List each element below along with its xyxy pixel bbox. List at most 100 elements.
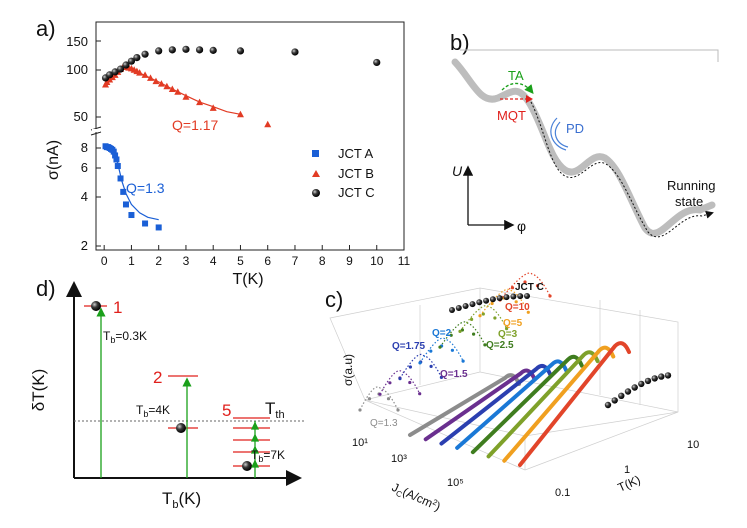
x-tick-label: 10 [370,254,384,268]
back-point [483,343,487,347]
data-point [116,65,125,73]
x-tick-label: 7 [292,254,299,268]
phi-axis-label: φ [517,218,526,234]
back-point [386,397,391,401]
x-tick-label: 1 [128,254,135,268]
x-tick-label: 10 [687,439,699,451]
data-point [195,46,204,54]
back-point [358,408,362,412]
data-point [168,85,176,92]
fit-label-a: Q=1.3 [126,180,165,196]
x-tick-label: 4 [210,254,217,268]
jctc-point [489,296,496,303]
x-axis-label: T(K) [232,271,263,288]
data-point [209,46,217,54]
back-point [449,333,453,337]
front-curve [423,368,537,442]
pd-label: PD [566,121,584,136]
jctc-point [510,293,517,300]
potential-curve [451,58,716,237]
front-curve [470,354,584,455]
back-point [478,314,482,318]
data-point [128,212,135,219]
y-tick-label: 50 [74,109,88,124]
legend-label-c: JCT C [338,185,375,200]
back-point [398,377,402,381]
back-point [429,349,433,353]
jump-count-1: 1 [113,298,122,317]
data-point [117,175,124,182]
front-curve [439,363,553,446]
jctc-point [618,392,625,399]
jctc-point [524,293,530,299]
legend: JCT A JCT B JCT C [312,146,375,200]
jctc-point [503,294,510,301]
plot-area [101,45,381,231]
back-point [535,284,540,288]
back-point [408,365,412,369]
back-point [470,317,474,321]
jump-count-5: 5 [222,401,231,420]
back-point [418,361,422,365]
q-label: Q=1.5 [440,369,468,380]
jctc-point [631,384,638,391]
y-tick-label: 4 [81,189,88,204]
x-tick-label: 0.1 [555,487,570,499]
x-tick-label: 8 [319,254,326,268]
jctc-point [658,373,665,380]
data-point [152,77,160,85]
back-point [438,345,442,349]
back-curve [499,272,551,301]
panel-b: b) TA MQT PD U φ Running state [450,30,719,238]
back-curve [439,321,486,348]
panel-c: c) JCT C σ(a.u) 10¹ 10³ 10⁵ JC(A/cm2) 0.… [325,272,699,516]
back-curve [359,386,399,411]
q-label: Q=5 [503,318,523,329]
data-point [112,152,119,159]
legend-label-b: JCT B [338,166,374,181]
jctc-point [604,401,612,409]
jctc-point [476,299,483,306]
back-point [548,294,552,298]
q-label: Q=2.5 [486,340,514,351]
front-curve [455,359,569,450]
data-point [106,71,114,79]
panel-b-label: b) [450,30,470,55]
back-point [458,329,462,333]
y-tick-label: 6 [81,160,88,175]
y-tick-label: 10⁵ [447,477,464,489]
panel-a-frame [95,21,405,251]
particle-2 [176,423,186,433]
jctc-point [455,305,462,311]
data-point [373,58,381,67]
tb-label-2: Tb=4K [136,403,170,419]
particle-5 [242,461,252,471]
legend-marker-a [312,150,319,157]
jctc-point [483,297,490,304]
jctc-point [651,375,658,382]
back-point [439,375,443,379]
back-point [481,312,485,316]
data-point [209,104,217,111]
data-point [182,45,190,53]
jump-count-2: 2 [153,368,162,387]
pd-arrow [550,117,569,151]
y-tick-label: 8 [81,140,88,155]
q-label: Q=3 [498,329,518,340]
data-point [264,120,272,128]
threshold-label: Tth [265,399,285,421]
legend-label-a: JCT A [338,146,373,161]
jctc-point [664,372,672,379]
d-x-axis-label: Tb(K) [162,489,201,511]
x-tick-label: 1 [624,464,630,476]
y-tick-label: 10³ [391,453,407,465]
jctc-point [469,301,476,308]
y-tick-label: 2 [81,238,88,253]
back-point [510,286,515,290]
back-point [461,359,465,363]
y-axis-break [90,126,102,136]
data-point [157,80,165,87]
mqt-arrowhead [526,95,533,103]
x-tick-label: 9 [346,254,353,268]
data-point [122,61,130,69]
